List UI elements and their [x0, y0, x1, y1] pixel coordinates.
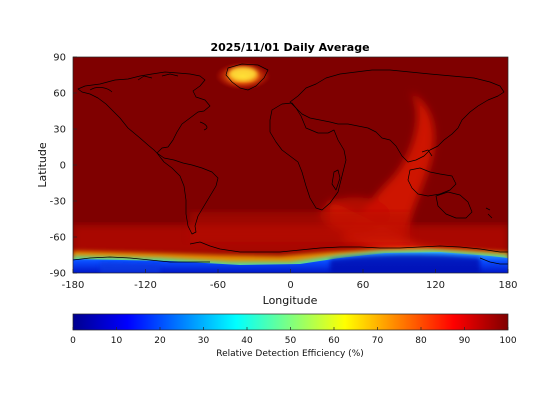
x-tick-label: 180: [498, 280, 517, 291]
colorbar-ticks: 0 10 20 30 40 50 60 70 80 90 100: [70, 327, 517, 346]
heatmap-field: [73, 57, 508, 273]
x-axis-label: Longitude: [263, 294, 318, 307]
coastlines: [73, 63, 508, 265]
colorbar-tick-label: 0: [70, 336, 76, 346]
colorbar: [73, 314, 508, 330]
colorbar-tick-label: 60: [328, 336, 340, 346]
x-tick-label: -120: [134, 280, 157, 291]
y-tick-label: 30: [53, 125, 66, 136]
y-tick-label: 0: [60, 161, 66, 172]
colorbar-tick-label: 90: [459, 336, 471, 346]
colorbar-tick-label: 20: [154, 336, 166, 346]
colorbar-tick-label: 40: [241, 336, 253, 346]
x-tick-label: -60: [210, 280, 226, 291]
y-tick-label: 90: [53, 53, 66, 64]
colorbar-tick-label: 100: [499, 336, 516, 346]
x-tick-label: 60: [357, 280, 370, 291]
x-tick-label: 120: [426, 280, 445, 291]
antarctic-band: [73, 248, 508, 273]
y-tick-label: -90: [50, 269, 66, 280]
y-axis-label: Latitude: [36, 142, 49, 188]
y-tick-label: -60: [50, 233, 66, 244]
y-tick-label: -30: [50, 197, 66, 208]
south-atlantic-band: [190, 212, 410, 242]
colorbar-label: Relative Detection Efficiency (%): [216, 349, 364, 359]
colorbar-tick-label: 10: [111, 336, 123, 346]
colorbar-tick-label: 70: [372, 336, 384, 346]
y-axis-ticks: 90 60 30 0 -30 -60 -90: [50, 53, 77, 280]
x-axis-ticks: -180 -120 -60 0 60 120 180: [62, 269, 518, 291]
plot-title: 2025/11/01 Daily Average: [210, 41, 369, 54]
colorbar-tick-label: 50: [285, 336, 297, 346]
colorbar-tick-label: 80: [415, 336, 427, 346]
y-tick-label: 60: [53, 89, 66, 100]
x-tick-label: -180: [62, 280, 85, 291]
x-tick-label: 0: [287, 280, 293, 291]
colorbar-tick-label: 30: [198, 336, 210, 346]
